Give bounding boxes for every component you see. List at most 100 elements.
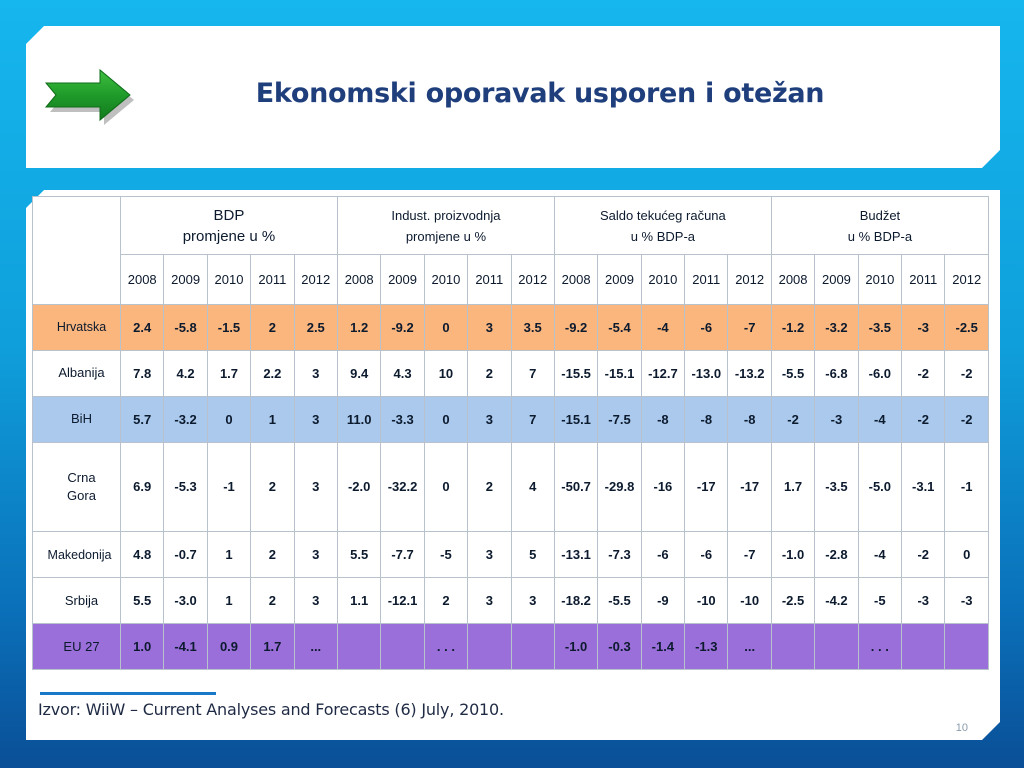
value-cell: -1.5 bbox=[206, 304, 252, 351]
value-cell: -5.0 bbox=[857, 441, 903, 533]
country-label: Makedonija bbox=[32, 531, 121, 579]
year-header: 2008 bbox=[553, 254, 599, 305]
country-label: Hrvatska bbox=[32, 304, 121, 351]
value-cell: 6.9 bbox=[119, 441, 165, 533]
value-cell: -2 bbox=[770, 395, 816, 443]
value-cell: 9.4 bbox=[336, 349, 382, 397]
table-row: Hrvatska 2.4 -5.8 -1.5 2 2.5 1.2 -9.2 0 3 3.5 -9.2-… bbox=[32, 304, 989, 351]
value-cell: -50.7 bbox=[553, 441, 599, 533]
value-cell: 2 bbox=[250, 441, 295, 533]
value-cell: -4 bbox=[857, 531, 903, 579]
data-table: BDP promjene u % Indust. proizvodnja prom… bbox=[32, 196, 990, 670]
value-cell: 0 bbox=[423, 395, 469, 443]
value-cell: . . . bbox=[423, 623, 469, 670]
value-cell: 1 bbox=[250, 395, 295, 443]
value-cell: -13.0 bbox=[684, 349, 729, 397]
year-header: 2008 bbox=[119, 254, 165, 305]
value-cell: 3 bbox=[293, 395, 338, 443]
value-cell: -1.3 bbox=[684, 623, 729, 670]
value-cell: 0 bbox=[423, 304, 469, 351]
value-cell: 3 bbox=[467, 395, 512, 443]
value-cell: -15.5 bbox=[553, 349, 599, 397]
group-header-3: Budžet u % BDP-a bbox=[770, 196, 990, 255]
value-cell: -5.3 bbox=[163, 441, 208, 533]
value-cell: . . . bbox=[857, 623, 903, 670]
value-cell: -2 bbox=[901, 395, 946, 443]
value-cell: -3.0 bbox=[163, 577, 208, 625]
value-cell: 4.8 bbox=[119, 531, 165, 579]
value-cell: 5 bbox=[510, 531, 555, 579]
value-cell: 4 bbox=[510, 441, 555, 533]
country-label: EU 27 bbox=[32, 623, 121, 670]
value-cell: 2 bbox=[467, 441, 512, 533]
value-cell: -4 bbox=[857, 395, 903, 443]
year-header: 2008 bbox=[336, 254, 382, 305]
value-cell: -4.2 bbox=[814, 577, 859, 625]
value-cell: 0 bbox=[423, 441, 469, 533]
value-cell: 2 bbox=[423, 577, 469, 625]
value-cell: 3 bbox=[467, 531, 512, 579]
group-header-2: Saldo tekućeg računa u % BDP-a bbox=[553, 196, 772, 255]
value-cell bbox=[944, 623, 989, 670]
value-cell: 11.0 bbox=[336, 395, 382, 443]
value-cell bbox=[467, 623, 512, 670]
table-row: BiH 5.7 -3.2 0 1 3 11.0 -3.3 0 3 7 -15.1 -7.5 -8 -8 -8-… bbox=[32, 395, 989, 443]
table-row: EU 27 1.0 -4.1 0.9 1.7... . . . -1.0 -0.3 -1.4 -1… bbox=[32, 623, 989, 670]
value-cell: -32.2 bbox=[380, 441, 425, 533]
value-cell: 1 bbox=[206, 531, 252, 579]
value-cell: -9.2 bbox=[553, 304, 599, 351]
value-cell: -2.8 bbox=[814, 531, 859, 579]
value-cell: 2 bbox=[467, 349, 512, 397]
value-cell: -3 bbox=[901, 577, 946, 625]
year-header: 2011 bbox=[250, 254, 295, 305]
value-cell: 3 bbox=[293, 577, 338, 625]
value-cell: 1 bbox=[206, 577, 252, 625]
value-cell: 2 bbox=[250, 531, 295, 579]
value-cell: -16 bbox=[640, 441, 686, 533]
value-cell: 0 bbox=[206, 395, 252, 443]
country-label: Crna Gora bbox=[32, 441, 121, 533]
value-cell: -2.0 bbox=[336, 441, 382, 533]
value-cell: -5.5 bbox=[770, 349, 816, 397]
value-cell: -2 bbox=[901, 349, 946, 397]
value-cell: -2 bbox=[944, 395, 989, 443]
value-cell: -15.1 bbox=[553, 395, 599, 443]
value-cell: 3 bbox=[467, 304, 512, 351]
value-cell: -2 bbox=[944, 349, 989, 397]
value-cell: -15.1 bbox=[597, 349, 642, 397]
value-cell: -9 bbox=[640, 577, 686, 625]
value-cell: -2.5 bbox=[770, 577, 816, 625]
value-cell: -6.8 bbox=[814, 349, 859, 397]
year-header: 2012 bbox=[944, 254, 989, 305]
year-header: 2011 bbox=[684, 254, 729, 305]
value-cell: 2.4 bbox=[119, 304, 165, 351]
year-header: 2009 bbox=[814, 254, 859, 305]
value-cell: -13.2 bbox=[727, 349, 772, 397]
value-cell: -7 bbox=[727, 531, 772, 579]
year-header: 2010 bbox=[640, 254, 686, 305]
table-row: Crna Gora 6.9 -5.3 -1 2 3 -2.0 -32.2 0 2 4 -50.7 -29.… bbox=[32, 441, 989, 533]
year-header: 2010 bbox=[206, 254, 252, 305]
value-cell: -1.2 bbox=[770, 304, 816, 351]
group-header-1: Indust. proizvodnja promjene u % bbox=[336, 196, 555, 255]
value-cell: 7.8 bbox=[119, 349, 165, 397]
green-arrow-icon bbox=[44, 68, 134, 125]
value-cell: -7.7 bbox=[380, 531, 425, 579]
year-header: 2012 bbox=[293, 254, 338, 305]
country-label: BiH bbox=[32, 395, 121, 443]
value-cell: -8 bbox=[684, 395, 729, 443]
value-cell: 3 bbox=[293, 531, 338, 579]
value-cell: -3 bbox=[901, 304, 946, 351]
value-cell: 1.7 bbox=[250, 623, 295, 670]
value-cell: -7.3 bbox=[597, 531, 642, 579]
value-cell: 2.2 bbox=[250, 349, 295, 397]
value-cell: -3.3 bbox=[380, 395, 425, 443]
value-cell: 1.2 bbox=[336, 304, 382, 351]
value-cell: -18.2 bbox=[553, 577, 599, 625]
table-row: Makedonija 4.8 -0.7 1 2 3 5.5 -7.7 -5 3 5 -13.1 -7.3… bbox=[32, 531, 989, 579]
value-cell: -5.5 bbox=[597, 577, 642, 625]
value-cell: 3 bbox=[510, 577, 555, 625]
value-cell: -0.7 bbox=[163, 531, 208, 579]
value-cell: -3.2 bbox=[163, 395, 208, 443]
value-cell: 5.5 bbox=[119, 577, 165, 625]
